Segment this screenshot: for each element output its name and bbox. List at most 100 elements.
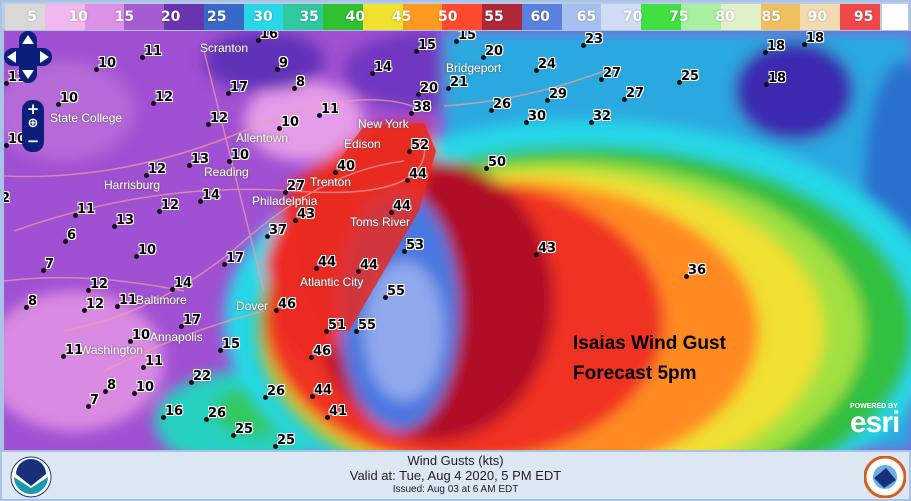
station-gust-value[interactable]: 8 [296,75,306,90]
station-gust-value[interactable]: 7 [90,393,100,408]
pan-right-icon[interactable] [40,51,49,63]
station-gust-value[interactable]: 8 [28,294,38,309]
station-gust-value[interactable]: 12 [86,297,105,312]
station-gust-value[interactable]: 53 [406,238,425,253]
station-gust-value[interactable]: 40 [337,159,356,174]
pan-down-icon[interactable] [22,70,34,79]
station-gust-value[interactable]: 10 [98,56,117,71]
station-gust-value[interactable]: 44 [393,199,412,214]
station-gust-value[interactable]: 25 [235,422,254,437]
station-dot [4,143,9,148]
station-gust-value[interactable]: 24 [538,57,557,72]
station-gust-value[interactable]: 15 [222,337,241,352]
station-gust-value[interactable]: 38 [413,100,432,115]
station-dot [134,254,139,259]
station-gust-value[interactable]: 52 [411,138,430,153]
station-gust-value[interactable]: 43 [297,207,316,222]
station-gust-value[interactable]: 9 [279,56,289,71]
station-gust-value[interactable]: 13 [191,152,210,167]
station-gust-value[interactable]: 10 [231,148,250,163]
station-gust-value[interactable]: 18 [768,71,787,86]
station-gust-value[interactable]: 36 [688,263,707,278]
station-gust-value[interactable]: 55 [358,318,377,333]
station-gust-value[interactable]: 26 [267,384,286,399]
legend-swatch [323,4,363,30]
station-gust-value[interactable]: 18 [806,31,825,46]
globe-icon[interactable]: ⊕ [27,116,39,131]
station-dot [82,308,87,313]
station-gust-value[interactable]: 25 [681,69,700,84]
station-gust-value[interactable]: 11 [321,102,340,117]
station-gust-value[interactable]: 32 [593,109,612,124]
station-dot [325,415,330,420]
zoom-in-icon[interactable]: + [26,100,40,118]
station-gust-value[interactable]: 37 [269,223,288,238]
station-gust-value[interactable]: 12 [210,111,229,126]
station-gust-value[interactable]: 46 [278,297,297,312]
station-gust-value[interactable]: 17 [226,251,245,266]
station-dot [370,71,375,76]
pan-control[interactable] [4,31,52,83]
station-gust-value[interactable]: 12 [155,90,174,105]
station-gust-value[interactable]: 10 [136,380,155,395]
station-gust-value[interactable]: 25 [277,433,296,448]
station-gust-value[interactable]: 27 [603,66,622,81]
station-gust-value[interactable]: 10 [281,115,300,130]
station-gust-value[interactable]: 50 [488,155,507,170]
station-gust-value[interactable]: 20 [485,44,504,59]
station-gust-value[interactable]: 12 [148,162,167,177]
station-gust-value[interactable]: 22 [193,369,212,384]
station-gust-value[interactable]: 11 [65,343,84,358]
station-gust-value[interactable]: 16 [260,31,279,42]
station-gust-value[interactable]: 30 [528,109,547,124]
station-gust-value[interactable]: 18 [767,39,786,54]
station-gust-value[interactable]: 17 [230,80,249,95]
station-gust-value[interactable]: 41 [329,404,348,419]
station-gust-value[interactable]: 51 [328,318,347,333]
station-gust-value[interactable]: 55 [387,284,406,299]
zoom-out-icon[interactable]: − [26,132,40,150]
station-gust-value[interactable]: 43 [538,241,557,256]
station-gust-value[interactable]: 11 [144,44,163,59]
station-gust-value[interactable]: 10 [60,91,79,106]
station-dot [277,126,282,131]
station-gust-value[interactable]: 13 [116,213,135,228]
station-gust-value[interactable]: 17 [183,313,202,328]
station-gust-value[interactable]: 7 [45,257,55,272]
station-gust-value[interactable]: 12 [90,277,109,292]
station-gust-value[interactable]: 44 [314,383,333,398]
station-gust-value[interactable]: 14 [374,60,393,75]
station-gust-value[interactable]: 12 [161,198,180,213]
station-gust-value[interactable]: 8 [107,378,117,393]
station-gust-value[interactable]: 20 [420,81,439,96]
station-gust-value[interactable]: 46 [313,344,332,359]
station-gust-value[interactable]: 16 [165,404,184,419]
pan-left-icon[interactable] [7,51,16,63]
station-gust-value[interactable]: 10 [8,132,27,147]
wind-gust-map[interactable]: 16 11 10 11 9 17 8 14 15 15 20 23 24 21 20 27 25 18 18 18 27… [4,31,911,450]
station-gust-value[interactable]: 10 [138,243,157,258]
station-gust-value[interactable]: 14 [174,276,193,291]
station-gust-value[interactable]: 26 [493,97,512,112]
station-gust-value[interactable]: 15 [458,31,477,43]
station-gust-value[interactable]: 2 [4,191,11,206]
station-gust-value[interactable]: 23 [585,32,604,47]
station-gust-value[interactable]: 21 [450,75,469,90]
station-gust-value[interactable]: 10 [132,328,151,343]
station-gust-value[interactable]: 44 [409,167,428,182]
station-gust-value[interactable]: 44 [360,258,379,273]
station-gust-value[interactable]: 14 [202,188,221,203]
station-gust-value[interactable]: 11 [119,293,138,308]
station-gust-value[interactable]: 29 [549,87,568,102]
station-gust-value[interactable]: 27 [287,179,306,194]
station-gust-value[interactable]: 15 [418,38,437,53]
station-dot [157,209,162,214]
pan-up-icon[interactable] [22,35,34,44]
station-gust-value[interactable]: 11 [145,354,164,369]
station-gust-value[interactable]: 11 [77,202,96,217]
station-gust-value[interactable]: 6 [67,228,77,243]
station-gust-value[interactable]: 26 [208,406,227,421]
legend-swatch [521,4,562,30]
station-gust-value[interactable]: 27 [626,86,645,101]
station-gust-value[interactable]: 44 [318,255,337,270]
